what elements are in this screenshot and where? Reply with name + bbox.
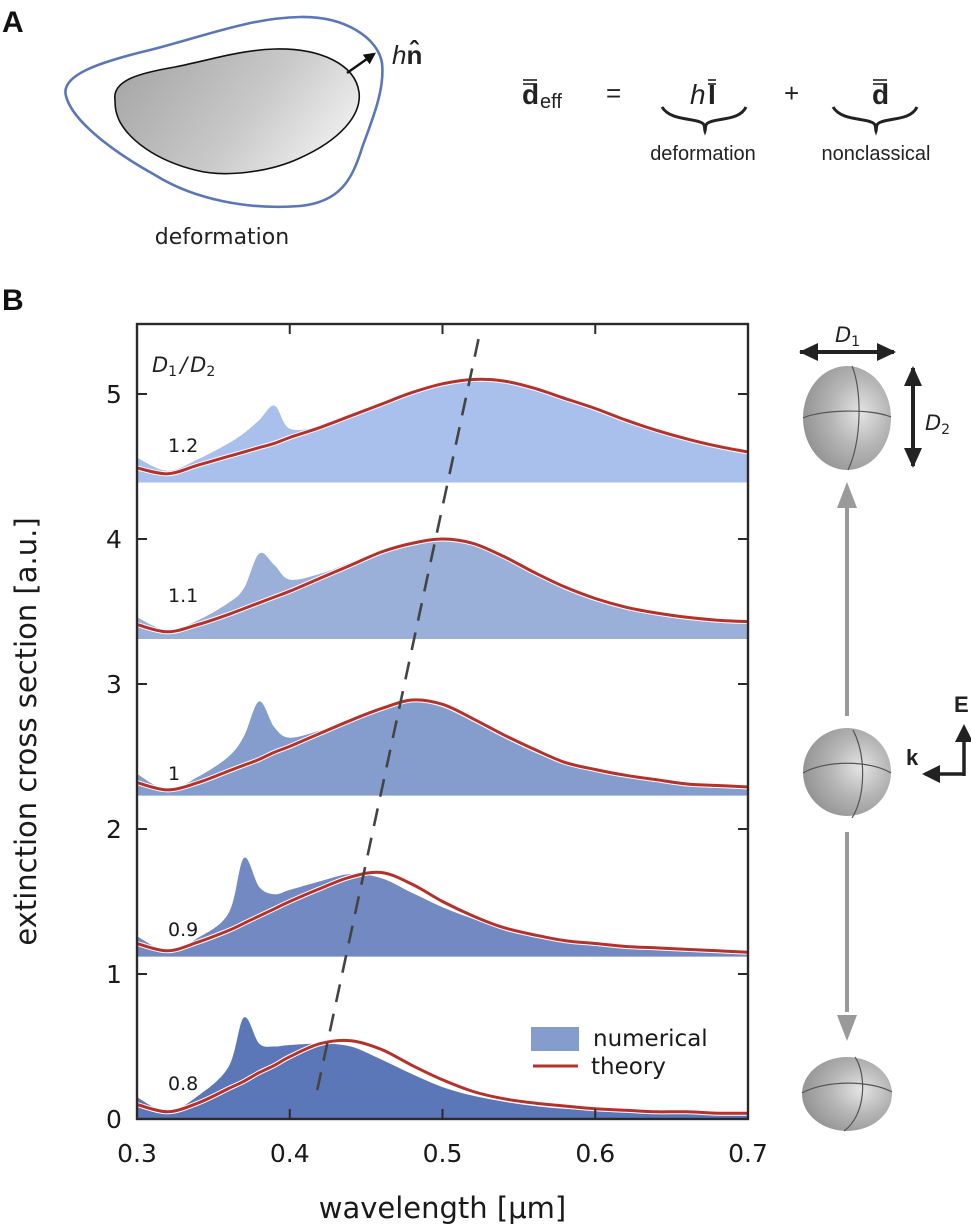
theory-line-0_9 xyxy=(136,870,749,954)
d2-arrowhead-down xyxy=(904,448,922,468)
x-axis-ticks: 0.3 0.4 0.5 0.6 0.7 xyxy=(117,324,768,1168)
ratio-label: 0.9 xyxy=(168,919,198,941)
numerical-area-1_2 xyxy=(137,379,748,483)
ratio-header: D1/D2 xyxy=(152,353,215,380)
spheroid-oblate xyxy=(801,1056,893,1132)
equation: d eff = h I deformation + d nonclassical xyxy=(522,78,930,165)
ratio-header-d2: D xyxy=(190,353,206,377)
eq-term2-caption: nonclassical xyxy=(822,143,931,165)
underbrace-deformation xyxy=(660,106,748,136)
legend-label-theory: theory xyxy=(591,1054,666,1080)
legend-label-numerical: numerical xyxy=(593,1026,708,1052)
eq-term1-caption: deformation xyxy=(650,143,756,165)
y-tick-label: 3 xyxy=(106,670,122,699)
normal-h: h xyxy=(392,40,406,70)
numerical-area-0_8 xyxy=(137,1017,748,1119)
eq-term1-h: h xyxy=(690,79,706,110)
d2-arrowhead-up xyxy=(904,366,922,386)
y-axis-ticks: 0 1 2 3 4 5 xyxy=(106,380,748,1134)
ratio-label: 0.8 xyxy=(168,1073,198,1095)
ratio-label: 1.1 xyxy=(168,585,198,607)
y-tick-label: 4 xyxy=(106,525,122,554)
theory-line-0_8 xyxy=(136,1038,749,1115)
ratio-header-sub2: 2 xyxy=(206,364,215,380)
numerical-area-1_1 xyxy=(137,538,748,639)
panel-a-label: A xyxy=(2,6,24,39)
numerical-area-0_9 xyxy=(137,857,748,957)
x-tick-label: 0.5 xyxy=(423,1139,463,1168)
underbrace-nonclassical xyxy=(831,106,919,136)
x-tick-label: 0.4 xyxy=(270,1139,310,1168)
sphere xyxy=(802,728,892,819)
y-tick-label: 5 xyxy=(106,380,122,409)
y-tick-label: 2 xyxy=(106,815,122,844)
ratio-label: 1.2 xyxy=(168,435,198,457)
d1-label-d: D xyxy=(835,323,851,347)
shape-caption: deformation xyxy=(155,225,289,250)
ratio-header-slash: / xyxy=(178,353,189,377)
x-tick-label: 0.6 xyxy=(575,1139,615,1168)
x-tick-label: 0.7 xyxy=(728,1139,768,1168)
y-tick-label: 1 xyxy=(106,960,122,989)
normal-arrow xyxy=(346,52,376,74)
numerical-areas xyxy=(137,379,748,1119)
panel-b-label: B xyxy=(2,284,24,317)
legend: numerical theory xyxy=(531,1026,708,1080)
d2-label-d: D xyxy=(925,411,941,435)
spheroid-prolate xyxy=(802,365,892,471)
d1-label-sub: 1 xyxy=(851,334,860,350)
x-axis-title: wavelength [μm] xyxy=(319,1191,566,1225)
d1-label: D1 xyxy=(835,323,860,350)
d2-label-sub: 2 xyxy=(941,422,950,438)
y-axis-title: extinction cross section [a.u.] xyxy=(9,517,43,945)
d1-arrowhead-right xyxy=(877,343,896,361)
theory-line-1 xyxy=(136,698,749,792)
k-label: k xyxy=(906,745,919,770)
particle-shape xyxy=(114,48,361,175)
ratio-labels: 1.2 1.1 1 0.9 0.8 xyxy=(168,435,198,1095)
y-tick-label: 0 xyxy=(106,1105,122,1134)
arrow-to-oblate-head xyxy=(837,1015,857,1041)
x-tick-label: 0.3 xyxy=(117,1139,157,1168)
ratio-label: 1 xyxy=(168,763,180,785)
eq-equals: = xyxy=(606,78,621,108)
eq-lhs-d: d xyxy=(522,79,539,110)
ratio-header-d1: D xyxy=(152,353,168,377)
normal-vector-label: hn̂ xyxy=(392,39,422,70)
normal-n-hat: n̂ xyxy=(406,39,422,70)
e-arrowhead xyxy=(955,724,971,742)
theory-line-1_2 xyxy=(136,377,749,476)
legend-swatch-numerical xyxy=(531,1027,579,1051)
d2-label: D2 xyxy=(925,411,950,438)
ratio-header-sub1: 1 xyxy=(168,364,177,380)
polarization-axes: k E xyxy=(906,692,971,783)
d1-arrowhead-left xyxy=(799,343,818,361)
e-label: E xyxy=(954,692,969,717)
k-arrowhead xyxy=(922,765,940,783)
eq-term1-I: I xyxy=(708,79,716,110)
peak-shift-dashed-line xyxy=(315,335,481,1091)
eq-lhs-subscript: eff xyxy=(540,91,562,113)
arrow-to-prolate-head xyxy=(837,482,857,508)
theory-lines xyxy=(136,376,749,1116)
eq-term2-d: d xyxy=(872,79,889,110)
shape-schematic: D1 D2 xyxy=(799,323,971,1132)
eq-plus: + xyxy=(784,78,799,108)
deformed-boundary-outline xyxy=(64,15,384,209)
theory-line-1_1 xyxy=(136,537,749,634)
